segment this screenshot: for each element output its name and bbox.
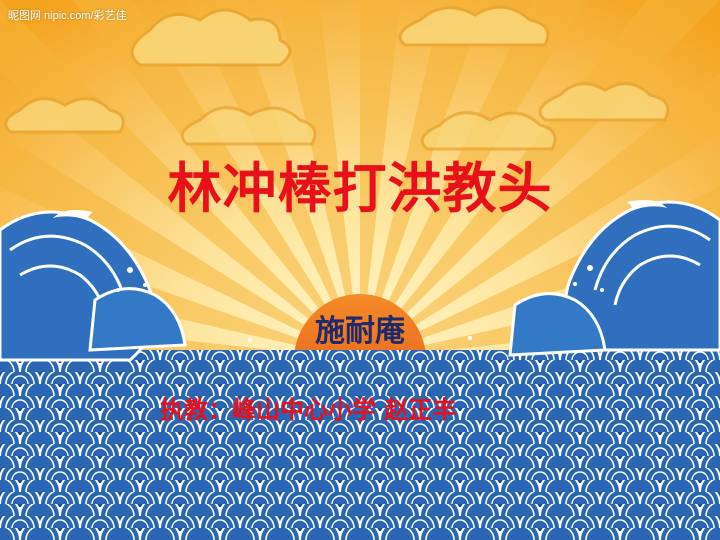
- watermark: 昵图网 nipic.com/彩艺佳: [8, 7, 127, 23]
- teacher-line: 执教：峰山中心小学 赵正丰: [160, 390, 456, 425]
- author-name: 施耐庵: [0, 306, 720, 350]
- wave-field: [0, 350, 720, 540]
- slide-title: 林冲棒打洪教头: [0, 144, 720, 223]
